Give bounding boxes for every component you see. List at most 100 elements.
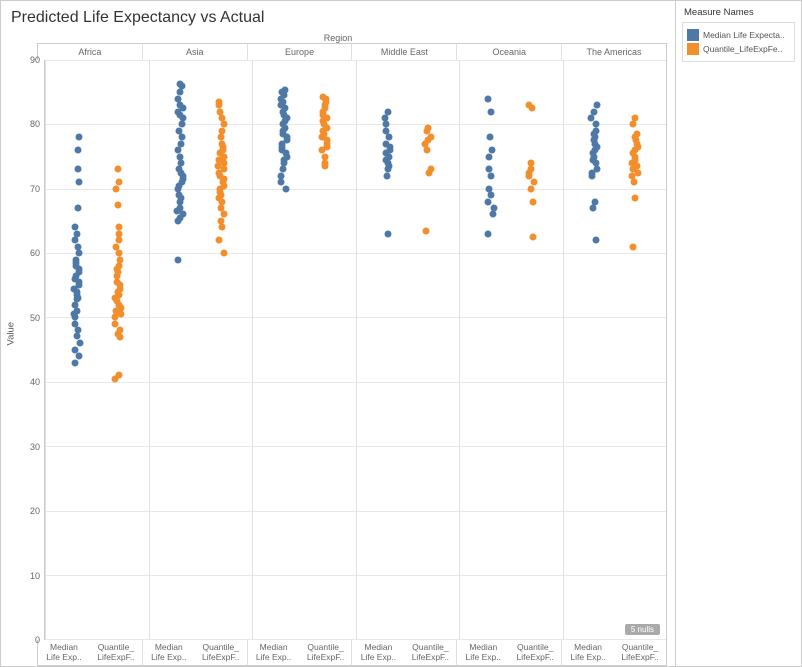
- data-point[interactable]: [385, 134, 392, 141]
- data-point[interactable]: [283, 185, 290, 192]
- data-point[interactable]: [632, 195, 639, 202]
- data-point[interactable]: [115, 166, 122, 173]
- data-point[interactable]: [178, 160, 185, 167]
- data-point[interactable]: [593, 121, 600, 128]
- data-point[interactable]: [178, 140, 185, 147]
- data-point[interactable]: [218, 134, 225, 141]
- data-point[interactable]: [74, 308, 81, 315]
- data-point[interactable]: [527, 185, 534, 192]
- data-point[interactable]: [425, 124, 432, 131]
- data-point[interactable]: [176, 166, 183, 173]
- data-point[interactable]: [485, 153, 492, 160]
- data-point[interactable]: [179, 134, 186, 141]
- data-point[interactable]: [278, 172, 285, 179]
- data-point[interactable]: [488, 147, 495, 154]
- data-point[interactable]: [176, 80, 183, 87]
- data-point[interactable]: [116, 230, 123, 237]
- data-point[interactable]: [592, 198, 599, 205]
- data-point[interactable]: [219, 140, 226, 147]
- data-point[interactable]: [632, 114, 639, 121]
- data-point[interactable]: [115, 201, 122, 208]
- data-point[interactable]: [319, 93, 326, 100]
- data-point[interactable]: [630, 243, 637, 250]
- data-point[interactable]: [383, 172, 390, 179]
- data-point[interactable]: [75, 166, 82, 173]
- data-point[interactable]: [175, 95, 182, 102]
- data-point[interactable]: [115, 372, 122, 379]
- data-point[interactable]: [530, 234, 537, 241]
- data-point[interactable]: [72, 346, 79, 353]
- data-point[interactable]: [281, 87, 288, 94]
- data-point[interactable]: [75, 134, 82, 141]
- data-point[interactable]: [72, 224, 79, 231]
- region-header-cell[interactable]: Africa: [37, 43, 142, 60]
- data-point[interactable]: [593, 127, 600, 134]
- region-header-cell[interactable]: The Americas: [561, 43, 667, 60]
- data-point[interactable]: [177, 205, 184, 212]
- data-point[interactable]: [113, 185, 120, 192]
- data-point[interactable]: [176, 153, 183, 160]
- region-header-cell[interactable]: Asia: [142, 43, 247, 60]
- data-point[interactable]: [71, 237, 78, 244]
- data-point[interactable]: [528, 160, 535, 167]
- region-header-cell[interactable]: Oceania: [456, 43, 561, 60]
- data-point[interactable]: [280, 166, 287, 173]
- data-point[interactable]: [179, 121, 186, 128]
- data-point[interactable]: [74, 327, 81, 334]
- data-point[interactable]: [530, 198, 537, 205]
- data-point[interactable]: [175, 127, 182, 134]
- data-point[interactable]: [74, 205, 81, 212]
- data-point[interactable]: [116, 250, 123, 257]
- data-point[interactable]: [488, 172, 495, 179]
- data-point[interactable]: [484, 230, 491, 237]
- data-point[interactable]: [631, 179, 638, 186]
- data-point[interactable]: [75, 250, 82, 257]
- data-point[interactable]: [176, 89, 183, 96]
- data-point[interactable]: [634, 131, 641, 138]
- data-point[interactable]: [487, 108, 494, 115]
- region-header-cell[interactable]: Europe: [247, 43, 352, 60]
- data-point[interactable]: [71, 320, 78, 327]
- data-point[interactable]: [221, 121, 228, 128]
- data-point[interactable]: [177, 102, 184, 109]
- data-point[interactable]: [218, 114, 225, 121]
- data-point[interactable]: [74, 230, 81, 237]
- data-point[interactable]: [382, 127, 389, 134]
- chart-panels[interactable]: 5 nulls: [45, 60, 667, 640]
- data-point[interactable]: [116, 237, 123, 244]
- data-point[interactable]: [112, 320, 119, 327]
- data-point[interactable]: [382, 121, 389, 128]
- data-point[interactable]: [485, 166, 492, 173]
- data-point[interactable]: [383, 140, 390, 147]
- data-point[interactable]: [590, 205, 597, 212]
- data-point[interactable]: [593, 237, 600, 244]
- data-point[interactable]: [427, 134, 434, 141]
- data-point[interactable]: [112, 243, 119, 250]
- nulls-indicator[interactable]: 5 nulls: [625, 624, 660, 635]
- data-point[interactable]: [219, 224, 226, 231]
- data-point[interactable]: [216, 108, 223, 115]
- data-point[interactable]: [220, 211, 227, 218]
- data-point[interactable]: [488, 192, 495, 199]
- region-header-cell[interactable]: Middle East: [351, 43, 456, 60]
- data-point[interactable]: [528, 166, 535, 173]
- data-point[interactable]: [75, 353, 82, 360]
- data-point[interactable]: [531, 179, 538, 186]
- data-point[interactable]: [176, 192, 183, 199]
- legend-item[interactable]: Median Life Expecta..: [687, 29, 790, 41]
- data-point[interactable]: [175, 147, 182, 154]
- data-point[interactable]: [174, 256, 181, 263]
- data-point[interactable]: [630, 121, 637, 128]
- data-point[interactable]: [490, 211, 497, 218]
- data-point[interactable]: [588, 114, 595, 121]
- data-point[interactable]: [215, 98, 222, 105]
- data-point[interactable]: [594, 166, 601, 173]
- data-point[interactable]: [114, 279, 121, 286]
- data-point[interactable]: [115, 179, 122, 186]
- data-point[interactable]: [76, 340, 83, 347]
- data-point[interactable]: [490, 205, 497, 212]
- data-point[interactable]: [485, 95, 492, 102]
- data-point[interactable]: [593, 102, 600, 109]
- data-point[interactable]: [221, 250, 228, 257]
- data-point[interactable]: [277, 179, 284, 186]
